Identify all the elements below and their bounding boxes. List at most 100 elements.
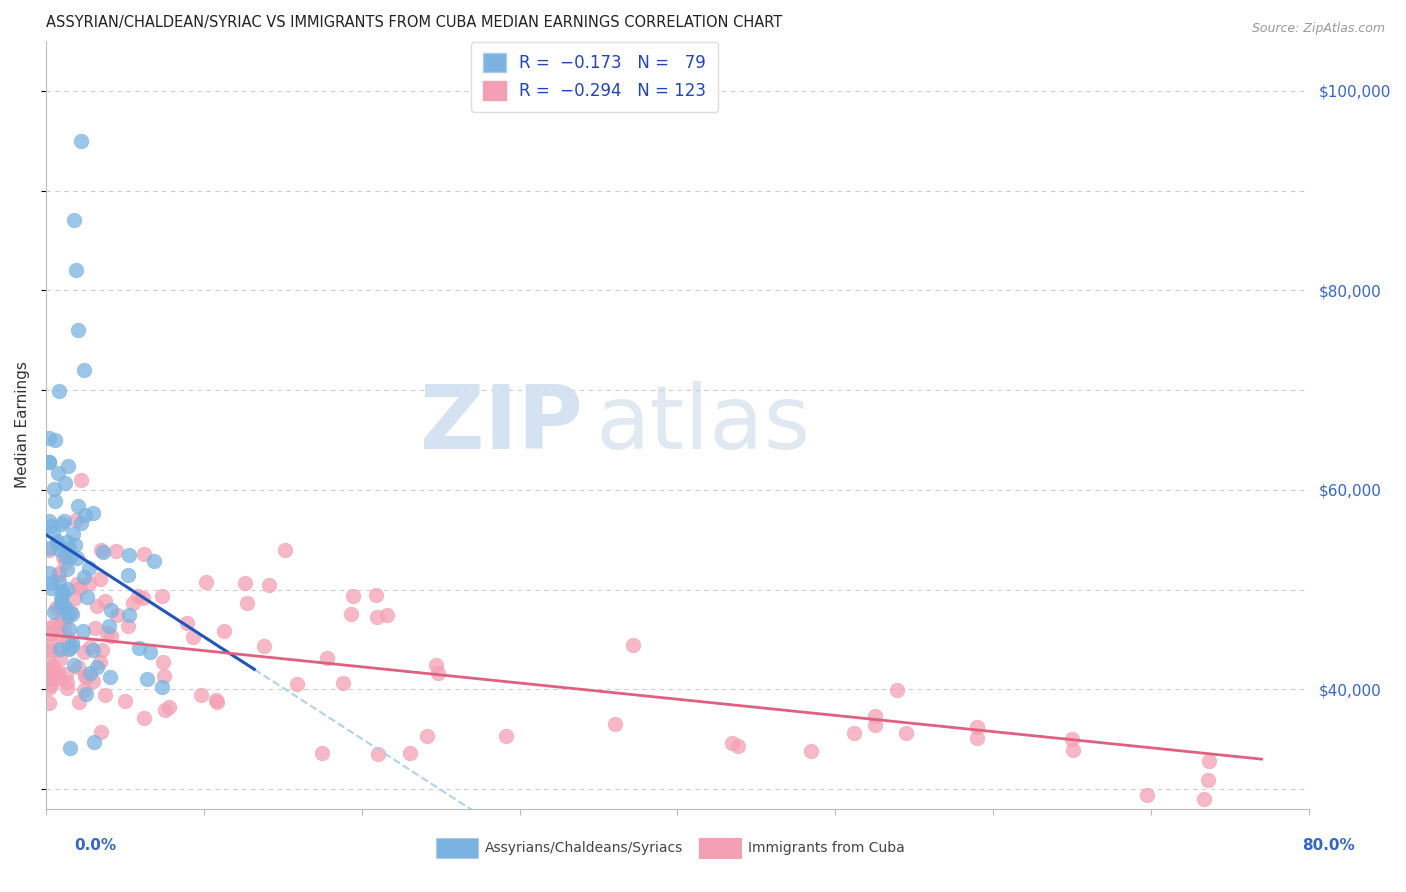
Point [53, 549, 76, 564]
Point [894, 726, 917, 740]
Point [63, 591, 86, 606]
Point [70, 516, 93, 531]
Point [190, 688, 212, 702]
Point [44, 434, 66, 448]
Point [38, 681, 60, 695]
Point [66, 323, 89, 337]
Point [94, 593, 117, 607]
Point [90, 725, 112, 739]
Point [1198, 754, 1220, 768]
Point [39, 576, 62, 591]
Point [44, 605, 66, 619]
Point [236, 596, 259, 610]
Point [367, 747, 389, 761]
Point [340, 607, 363, 622]
Point [39, 518, 62, 533]
Point [135, 672, 157, 686]
Point [1194, 792, 1216, 806]
Point [62, 658, 84, 673]
Point [134, 548, 156, 562]
Point [52, 549, 75, 564]
Point [45, 536, 67, 550]
Point [83, 621, 105, 635]
Point [44, 493, 66, 508]
Point [56, 605, 79, 619]
Point [91, 643, 114, 657]
Point [863, 708, 886, 723]
Point [153, 703, 176, 717]
Point [105, 607, 128, 622]
Point [212, 624, 235, 638]
Point [56, 675, 79, 690]
Point [800, 744, 823, 758]
Point [56, 562, 79, 576]
Point [66, 551, 89, 566]
Point [59, 605, 82, 619]
Point [48, 619, 70, 633]
Point [48, 542, 70, 557]
Point [59, 741, 82, 756]
Point [259, 578, 281, 592]
Point [53, 475, 76, 490]
Point [66, 499, 89, 513]
Point [63, 213, 86, 227]
Point [73, 570, 96, 584]
Point [55, 666, 77, 681]
Text: atlas: atlas [595, 382, 810, 468]
Point [39, 581, 62, 595]
Point [60, 607, 83, 621]
Point [56, 631, 79, 645]
Text: Immigrants from Cuba: Immigrants from Cuba [748, 841, 904, 855]
Point [38, 661, 60, 675]
Point [65, 263, 87, 277]
Point [56, 535, 79, 549]
Point [49, 590, 72, 604]
Point [89, 572, 111, 586]
Point [621, 639, 644, 653]
Point [45, 600, 67, 615]
Point [58, 623, 80, 637]
Point [205, 695, 228, 709]
Point [139, 645, 162, 659]
Point [1188, 812, 1211, 826]
Point [153, 669, 176, 683]
Point [118, 549, 141, 563]
Point [842, 726, 865, 740]
Point [49, 651, 72, 665]
Point [38, 696, 60, 710]
Point [42, 665, 65, 680]
Point [75, 670, 97, 684]
Point [38, 663, 60, 677]
Point [60, 636, 83, 650]
Point [253, 639, 276, 653]
Point [342, 589, 364, 603]
Point [48, 623, 70, 637]
Point [58, 541, 80, 556]
Point [375, 608, 398, 623]
Point [82, 643, 104, 657]
Point [41, 627, 63, 641]
Point [425, 657, 447, 672]
Point [62, 527, 84, 541]
Point [183, 630, 205, 644]
Point [77, 561, 100, 575]
Point [205, 693, 228, 707]
Point [79, 640, 101, 654]
Point [86, 660, 108, 674]
Point [117, 619, 139, 633]
Point [67, 695, 90, 709]
Point [42, 672, 65, 686]
Point [96, 626, 118, 640]
Point [51, 516, 73, 531]
Point [416, 729, 439, 743]
Point [75, 508, 97, 522]
Point [1197, 772, 1219, 787]
Point [42, 524, 65, 539]
Point [59, 549, 82, 564]
Point [128, 641, 150, 656]
Point [98, 618, 121, 632]
Point [1062, 743, 1084, 757]
Point [274, 543, 297, 558]
Point [48, 566, 70, 580]
Point [49, 615, 72, 629]
